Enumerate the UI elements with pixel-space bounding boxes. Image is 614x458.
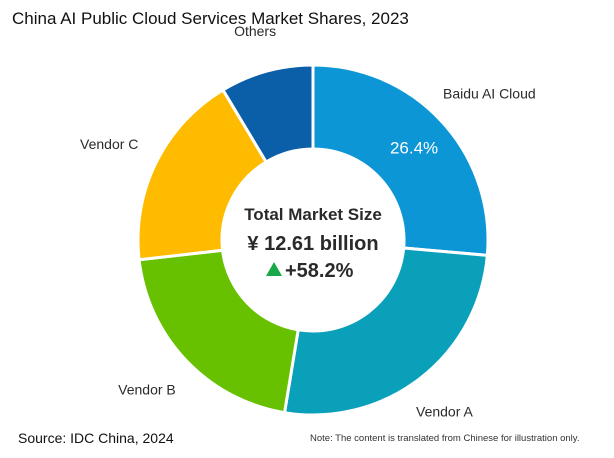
center-growth: +58.2%	[285, 260, 354, 282]
slice-label-vendor-a: Vendor A	[416, 403, 473, 419]
slice-vendor-b	[137, 248, 300, 415]
slice-baidu-ai-cloud	[311, 63, 490, 258]
up-triangle-icon	[266, 262, 282, 276]
center-summary: Total Market Size ¥ 12.61 billion +58.2%	[244, 205, 382, 282]
slice-vendor-a	[282, 246, 489, 417]
slice-label-vendor-c: Vendor C	[80, 136, 138, 152]
slice-value-baidu-ai-cloud: 26.4%	[390, 138, 438, 157]
donut-labels: Baidu AI Cloud 26.4% Vendor A Vendor B Vendo…	[80, 23, 536, 420]
slice-label-others: Others	[234, 23, 276, 39]
chart-title: China AI Public Cloud Services Market Sh…	[12, 9, 409, 28]
slice-others	[220, 63, 315, 165]
center-title: Total Market Size	[244, 205, 382, 224]
slice-label-vendor-b: Vendor B	[118, 382, 176, 398]
center-value: ¥ 12.61 billion	[247, 233, 378, 255]
source-note: Source: IDC China, 2024	[18, 430, 174, 446]
translation-note: Note: The content is translated from Chi…	[310, 433, 580, 444]
slice-vendor-c	[136, 87, 269, 262]
donut-slices	[136, 63, 490, 417]
slice-label-baidu-ai-cloud: Baidu AI Cloud	[443, 85, 536, 101]
donut-hole	[223, 150, 403, 330]
